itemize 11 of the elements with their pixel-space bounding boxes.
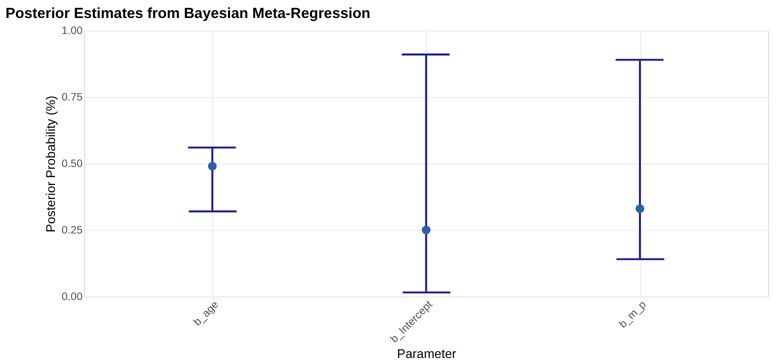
y-tick-label: 0.25 — [62, 224, 83, 236]
point — [636, 204, 644, 214]
chart-title: Posterior Estimates from Bayesian Meta-Regression — [5, 6, 370, 22]
point — [208, 162, 217, 171]
point — [422, 226, 431, 234]
y-tick-label: 0.00 — [62, 290, 83, 303]
x-axis-title: Parameter — [397, 347, 458, 362]
y-axis-title: Posterior Probability (%) — [44, 96, 58, 232]
y-tick-label: 0.50 — [62, 158, 83, 170]
y-tick-label: 0.75 — [62, 91, 83, 104]
y-tick-label: 1.00 — [62, 24, 83, 37]
